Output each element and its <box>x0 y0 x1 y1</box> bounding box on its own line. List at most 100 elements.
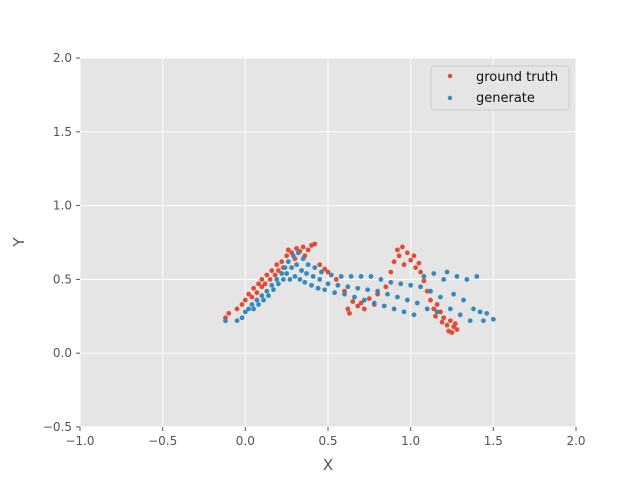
data-point <box>295 250 301 256</box>
data-point <box>434 302 440 307</box>
data-point <box>401 309 407 315</box>
data-point <box>312 241 318 247</box>
data-point <box>287 277 293 282</box>
data-point <box>391 259 397 265</box>
data-point <box>322 287 328 293</box>
data-point <box>284 271 290 276</box>
data-point <box>391 306 397 312</box>
data-point <box>267 277 273 282</box>
data-point <box>454 274 460 279</box>
data-point <box>345 284 351 290</box>
data-point <box>302 279 308 285</box>
data-point <box>454 327 460 332</box>
data-point <box>366 296 372 301</box>
data-point <box>438 309 443 315</box>
data-point <box>404 250 410 256</box>
data-point <box>317 262 323 268</box>
data-point <box>461 297 466 303</box>
data-point <box>272 272 278 278</box>
data-point <box>375 288 380 294</box>
data-point <box>282 265 288 270</box>
data-point <box>355 285 361 291</box>
data-point <box>328 272 334 278</box>
data-point <box>477 309 483 315</box>
data-point <box>310 274 316 279</box>
data-point <box>284 253 290 259</box>
y-tick-label: 0.0 <box>53 346 72 360</box>
data-point <box>332 290 338 296</box>
data-point <box>395 247 400 253</box>
data-point <box>285 247 291 253</box>
data-point <box>297 277 303 282</box>
data-point <box>322 266 328 272</box>
data-point <box>416 260 422 266</box>
data-point <box>421 278 427 284</box>
data-point <box>438 294 443 300</box>
data-point <box>404 297 410 303</box>
x-tick-label: 1.5 <box>484 434 503 448</box>
data-point <box>335 282 341 288</box>
x-tick-label: 0.5 <box>318 434 337 448</box>
data-point <box>246 306 252 312</box>
data-point <box>348 274 354 279</box>
data-point <box>269 268 275 273</box>
data-point <box>274 277 280 282</box>
x-axis-ticks: −1.0 −0.5 0.0 0.5 1.0 1.5 2.0 <box>65 427 586 448</box>
data-point <box>361 306 367 312</box>
data-point <box>434 309 440 315</box>
data-point <box>300 256 306 262</box>
data-point <box>294 262 299 268</box>
data-point <box>251 306 256 312</box>
data-point <box>449 330 455 335</box>
data-point <box>383 284 389 290</box>
data-point <box>447 318 453 324</box>
data-point <box>274 262 280 268</box>
data-point <box>292 274 298 279</box>
data-point <box>401 262 407 268</box>
data-point <box>464 277 470 282</box>
legend: ground truth generate <box>430 65 570 111</box>
data-point <box>490 316 496 322</box>
legend-label-generate: generate <box>476 91 535 106</box>
data-point <box>385 291 390 297</box>
data-point <box>358 300 364 306</box>
data-point <box>300 244 306 250</box>
data-point <box>285 259 291 265</box>
y-axis-label: Y <box>10 237 28 248</box>
data-point <box>239 315 245 321</box>
data-point <box>264 272 270 278</box>
data-point <box>223 318 228 324</box>
data-point <box>299 268 304 273</box>
data-point <box>342 291 347 297</box>
data-point <box>424 288 430 294</box>
data-point <box>411 253 417 259</box>
data-point <box>395 294 400 300</box>
data-point <box>333 277 339 282</box>
data-point <box>234 306 240 312</box>
data-point <box>441 277 447 282</box>
y-tick-label: 1.0 <box>53 199 72 213</box>
data-point <box>294 246 299 251</box>
data-point <box>471 306 476 312</box>
data-point <box>365 287 371 293</box>
data-point <box>428 288 433 294</box>
data-point <box>254 297 260 303</box>
data-point <box>408 257 414 263</box>
legend-marker-generate <box>447 95 453 101</box>
data-point <box>266 293 271 299</box>
data-point <box>279 259 285 265</box>
y-tick-label: 0.5 <box>53 272 72 286</box>
data-point <box>441 315 447 321</box>
data-point <box>226 310 232 316</box>
x-axis-label: X <box>323 456 333 474</box>
data-point <box>276 268 281 273</box>
data-point <box>398 281 404 287</box>
data-point <box>388 279 394 285</box>
data-point <box>261 297 266 303</box>
data-point <box>269 282 275 288</box>
data-point <box>474 274 480 279</box>
data-point <box>249 302 255 307</box>
data-point <box>388 269 394 275</box>
data-point <box>246 291 252 297</box>
